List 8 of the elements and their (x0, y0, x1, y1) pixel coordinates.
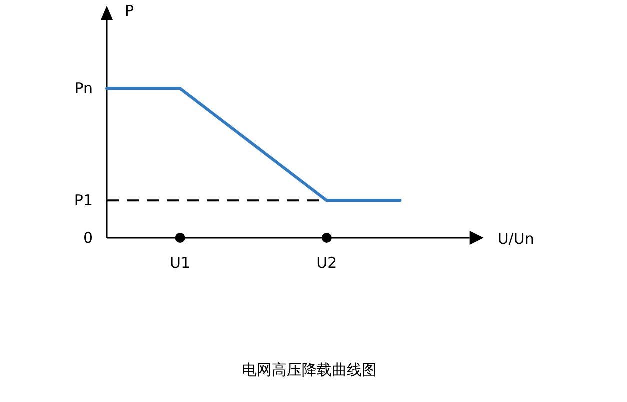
x-tick-label: U1 (170, 254, 191, 272)
y-axis-title: P (125, 2, 134, 20)
x-axis-title: U/Un (498, 230, 534, 248)
x-tick-label: U2 (316, 254, 338, 272)
text: Pn (74, 80, 93, 98)
ref-line-label: P1 (74, 192, 93, 210)
text: 0 (83, 229, 93, 247)
text: 电网高压降载曲线图 (242, 361, 377, 379)
